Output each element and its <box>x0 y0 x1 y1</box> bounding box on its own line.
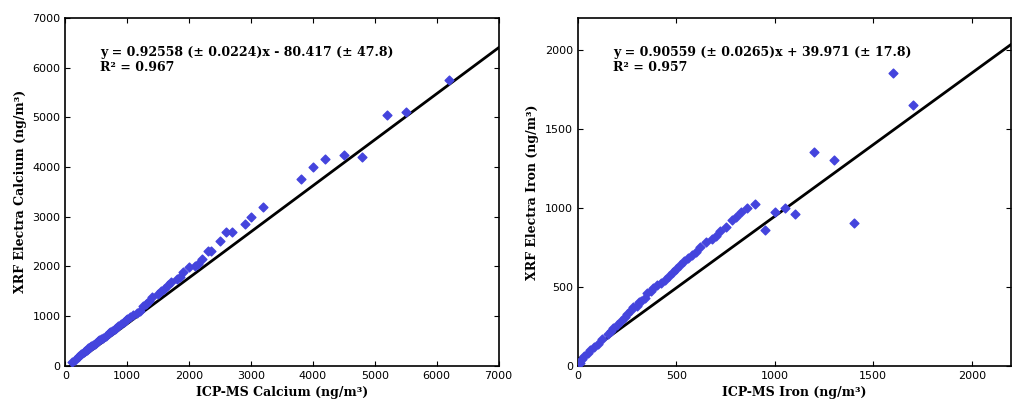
Point <box>212 238 229 245</box>
Point <box>777 204 793 211</box>
Point <box>724 217 740 223</box>
Point <box>756 226 773 233</box>
Point <box>728 214 744 221</box>
Point <box>122 314 138 321</box>
Point <box>107 325 123 332</box>
Y-axis label: XRF Electra Calcium (ng/m³): XRF Electra Calcium (ng/m³) <box>14 90 27 293</box>
Point <box>79 347 95 353</box>
Point <box>441 77 457 83</box>
Point <box>637 294 653 301</box>
Point <box>581 347 598 353</box>
Point <box>672 261 689 268</box>
Point <box>593 335 610 342</box>
Point <box>156 285 172 292</box>
Point <box>85 342 101 348</box>
Point <box>692 244 708 250</box>
Point <box>623 307 640 313</box>
Point <box>83 343 99 350</box>
Point <box>77 348 93 355</box>
Point <box>680 255 696 261</box>
Point <box>82 344 98 351</box>
Point <box>668 266 685 273</box>
Point <box>134 303 151 309</box>
Y-axis label: XRF Electra Iron (ng/m³): XRF Electra Iron (ng/m³) <box>527 104 539 280</box>
Point <box>604 328 620 334</box>
Point <box>175 269 192 275</box>
Point <box>629 302 646 309</box>
Point <box>255 203 272 210</box>
Point <box>739 204 755 211</box>
Point <box>144 294 160 300</box>
Point <box>304 164 321 170</box>
Point <box>181 264 198 271</box>
Point <box>90 338 107 345</box>
Point <box>118 317 134 324</box>
Point <box>639 290 655 296</box>
Point <box>846 220 862 227</box>
Point <box>76 349 92 355</box>
Point <box>110 323 126 330</box>
Point <box>711 228 728 235</box>
Point <box>150 290 166 297</box>
Point <box>572 359 588 366</box>
Point <box>116 319 132 325</box>
Point <box>188 263 204 270</box>
Point <box>585 344 602 350</box>
Point <box>87 341 104 347</box>
Point <box>91 337 108 344</box>
Point <box>172 273 189 280</box>
Point <box>224 228 241 235</box>
Point <box>580 350 597 356</box>
Point <box>649 282 665 288</box>
Point <box>108 325 124 331</box>
Point <box>645 285 661 292</box>
X-axis label: ICP-MS Calcium (ng/m³): ICP-MS Calcium (ng/m³) <box>196 386 368 399</box>
Point <box>632 298 649 304</box>
Point <box>119 316 135 323</box>
Point <box>379 112 396 118</box>
Point <box>64 358 80 365</box>
Point <box>704 236 721 242</box>
Point <box>113 320 129 327</box>
Point <box>335 151 352 158</box>
Point <box>100 330 117 337</box>
Point <box>243 214 259 220</box>
Point <box>688 249 704 255</box>
Point <box>609 321 625 328</box>
Point <box>698 239 714 246</box>
Point <box>101 329 118 335</box>
Point <box>317 156 333 163</box>
Point <box>656 277 672 284</box>
Point <box>630 299 647 306</box>
Point <box>70 354 86 360</box>
Text: y = 0.90559 (± 0.0265)x + 39.971 (± 17.8)
R² = 0.957: y = 0.90559 (± 0.0265)x + 39.971 (± 17.8… <box>613 46 911 74</box>
Point <box>589 340 606 347</box>
Point <box>617 313 633 320</box>
Point <box>600 331 616 337</box>
Point <box>576 353 592 359</box>
Point <box>355 154 371 160</box>
Point <box>237 221 253 228</box>
Point <box>664 269 681 276</box>
Point <box>747 201 764 208</box>
Point <box>200 248 216 255</box>
Point <box>613 318 629 325</box>
Point <box>574 356 590 363</box>
Point <box>292 176 309 183</box>
Point <box>643 288 659 295</box>
Point <box>625 304 642 311</box>
Point <box>676 258 693 265</box>
Point <box>786 211 803 217</box>
Point <box>97 332 114 339</box>
Point <box>733 209 749 216</box>
Point <box>885 70 901 76</box>
Point <box>153 288 169 294</box>
Point <box>707 233 724 240</box>
Point <box>653 280 669 287</box>
Point <box>168 275 184 282</box>
Point <box>191 261 207 267</box>
Point <box>767 209 783 216</box>
Point <box>67 356 83 363</box>
Point <box>80 345 96 351</box>
Point <box>162 279 178 285</box>
